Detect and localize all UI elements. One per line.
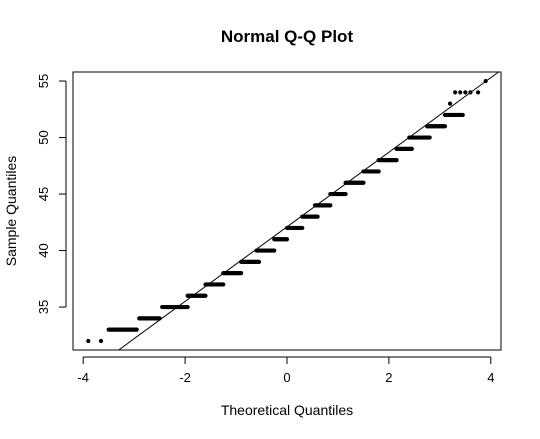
data-point — [442, 124, 448, 129]
data-point — [394, 158, 399, 163]
data-point — [284, 237, 290, 242]
x-tick-label: -2 — [179, 370, 191, 385]
x-tick-label: -4 — [77, 370, 89, 385]
data-point — [328, 203, 333, 208]
data-point — [475, 90, 481, 95]
data-point — [315, 214, 320, 219]
data-point — [185, 304, 190, 310]
y-axis: 35 40 45 50 55 — [36, 74, 67, 314]
x-tick-label: 2 — [385, 370, 392, 385]
data-point — [300, 225, 305, 231]
x-tick-label: 0 — [283, 370, 290, 385]
data-point — [134, 327, 139, 332]
data-point — [447, 101, 453, 106]
chart-title: Normal Q-Q Plot — [221, 27, 354, 46]
y-tick-label: 35 — [36, 300, 51, 314]
x-tick-label: 4 — [487, 370, 494, 385]
data-point — [460, 112, 465, 118]
data-point — [453, 90, 458, 95]
data-point — [239, 271, 244, 276]
y-tick-label: 45 — [36, 187, 51, 201]
data-point — [343, 191, 348, 197]
plot-frame — [72, 71, 502, 351]
x-axis-label: Theoretical Quantiles — [221, 402, 353, 418]
data-point — [458, 90, 463, 95]
reference-line — [118, 71, 499, 351]
x-axis: -4 -2 0 2 4 — [77, 356, 494, 385]
data-point — [376, 169, 381, 174]
y-tick-label: 55 — [36, 74, 51, 88]
data-point — [221, 282, 226, 287]
y-tick-label: 50 — [36, 130, 51, 144]
data-point — [86, 338, 91, 344]
data-points — [86, 78, 488, 344]
data-point — [203, 293, 208, 298]
data-point — [409, 146, 414, 151]
y-tick-label: 40 — [36, 243, 51, 257]
data-point — [463, 90, 468, 95]
data-point — [256, 259, 262, 264]
data-point — [427, 135, 432, 140]
data-point — [272, 248, 277, 253]
data-point — [98, 338, 104, 344]
data-point — [361, 180, 366, 185]
y-axis-label: Sample Quantiles — [3, 156, 19, 267]
